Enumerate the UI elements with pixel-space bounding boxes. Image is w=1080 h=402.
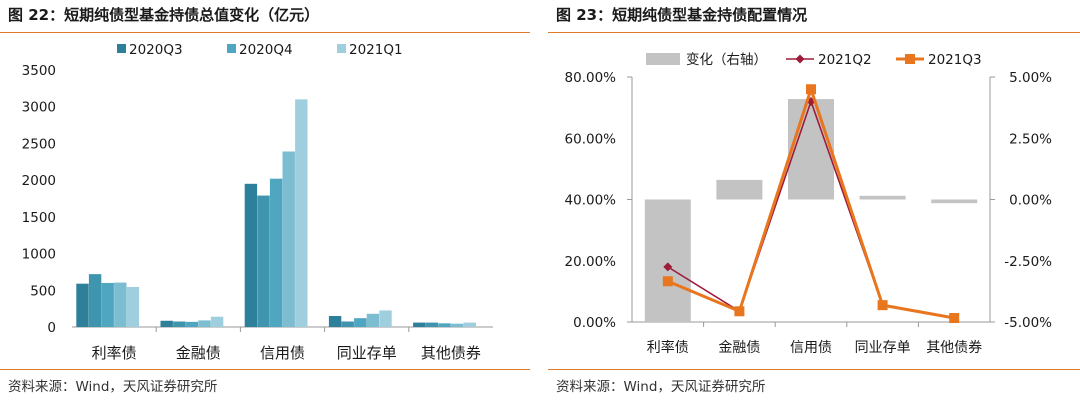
bar-series-5 [295, 99, 308, 327]
y-tick-label: 0 [47, 320, 56, 336]
x-tick-label: 金融债 [718, 340, 760, 356]
x-tick-label: 利率债 [647, 339, 689, 356]
figure-title: 图 23：短期纯债型基金持债配置情况 [556, 6, 808, 24]
title-rule [548, 32, 1080, 33]
x-tick-label: 信用债 [790, 340, 832, 356]
point-2021Q3 [806, 84, 816, 95]
legend-label: 2021Q3 [928, 52, 982, 68]
bar-series-1 [76, 283, 89, 327]
left-axis-tick-label: 80.00% [565, 70, 617, 86]
x-tick-label: 同业存单 [855, 340, 911, 356]
bar-2020Q3 [425, 322, 439, 327]
change-bar [716, 179, 763, 200]
bar-2020Q4 [282, 151, 295, 327]
figure-title: 图 22：短期纯债型基金持债总值变化（亿元） [8, 6, 320, 24]
y-tick-label: 1500 [22, 210, 56, 226]
change-bar [859, 195, 906, 200]
y-tick-label: 2500 [22, 136, 56, 152]
bar-2020Q4 [450, 323, 464, 327]
bar-series-1 [328, 315, 342, 327]
point-2021Q2 [663, 262, 673, 272]
left-axis-tick-label: 20.00% [565, 254, 617, 270]
x-tick-label: 信用债 [260, 344, 305, 362]
y-tick-label: 3000 [22, 100, 56, 116]
legend-label: 2020Q3 [129, 42, 183, 58]
bar-series-3 [185, 321, 199, 327]
x-tick-label: 金融债 [176, 344, 221, 362]
bar-series-3 [101, 282, 114, 327]
point-2021Q3 [734, 306, 745, 317]
bar-series-1 [413, 322, 426, 327]
legend-marker [905, 54, 915, 64]
right-axis-tick-label: -5.00% [1004, 315, 1052, 331]
source-rule [548, 369, 1080, 370]
source-rule [0, 369, 530, 370]
bar-series-5 [126, 286, 140, 327]
bar-chart: 0 500 1000 1500 2000 2500 3000 3500 利率债 金融债 信用债 同业存… [22, 42, 493, 362]
bar-series-5 [210, 316, 224, 327]
right-axis-tick-label: -2.50% [1004, 254, 1052, 270]
right-axis-tick-label: 0.00% [1009, 193, 1052, 209]
legend-marker [795, 54, 805, 64]
bar-series-3 [354, 318, 367, 327]
bar-2020Q4 [114, 282, 127, 327]
bar-2020Q3 [88, 274, 102, 327]
legend-label: 2020Q4 [239, 42, 293, 58]
x-tick-label: 其他债券 [421, 344, 481, 362]
point-2021Q3 [662, 276, 673, 287]
bar-series-5 [379, 310, 392, 327]
chart-panel-right: 图 23：短期纯债型基金持债配置情况 0.00% 20.00% 40.00% 60.0… [548, 0, 1080, 402]
legend-label: 2021Q2 [818, 52, 872, 68]
bar-series-3 [269, 178, 283, 327]
right-axis-tick-label: 5.00% [1009, 70, 1052, 86]
bar-series-1 [244, 183, 258, 327]
y-tick-label: 2000 [22, 173, 56, 189]
right-axis-tick-label: 2.50% [1009, 131, 1052, 147]
x-tick-label: 同业存单 [337, 344, 397, 362]
bar-2020Q4 [198, 320, 211, 327]
y-tick-label: 3500 [22, 63, 56, 79]
bar-2020Q4 [366, 313, 380, 327]
bar-2020Q3 [341, 321, 354, 327]
legend-swatch [117, 44, 126, 53]
point-2021Q3 [877, 300, 888, 311]
bar-series-1 [160, 320, 173, 327]
left-axis-tick-label: 60.00% [565, 131, 617, 147]
source-note: 资料来源：Wind，天风证券研究所 [556, 379, 766, 395]
legend-swatch [227, 44, 236, 53]
x-tick-label: 利率债 [92, 344, 137, 362]
legend-swatch [337, 44, 346, 53]
legend-label: 2021Q1 [349, 42, 403, 58]
bar-2020Q3 [173, 321, 186, 327]
change-bar [931, 199, 978, 204]
left-axis-tick-label: 40.00% [565, 193, 617, 209]
bar-series-5 [463, 322, 476, 327]
bar-2020Q3 [257, 195, 270, 327]
legend-swatch [646, 53, 680, 65]
y-tick-label: 1000 [22, 247, 56, 263]
x-tick-label: 其他债券 [926, 340, 982, 356]
left-axis-tick-label: 0.00% [573, 315, 616, 331]
change-bar [788, 99, 834, 200]
y-tick-label: 500 [30, 283, 56, 299]
source-note: 资料来源：Wind，天风证券研究所 [8, 379, 218, 395]
bar-series-3 [438, 323, 451, 327]
combo-chart: 0.00% 20.00% 40.00% 60.00% 80.00% -5.00% -2.50… [565, 52, 1053, 356]
change-bar [644, 199, 691, 322]
title-rule [0, 32, 530, 33]
legend-label: 变化（右轴） [686, 52, 767, 68]
point-2021Q3 [949, 313, 960, 324]
chart-panel-left: 图 22：短期纯债型基金持债总值变化（亿元） 0 500 1000 1500 2000 2… [0, 0, 530, 402]
